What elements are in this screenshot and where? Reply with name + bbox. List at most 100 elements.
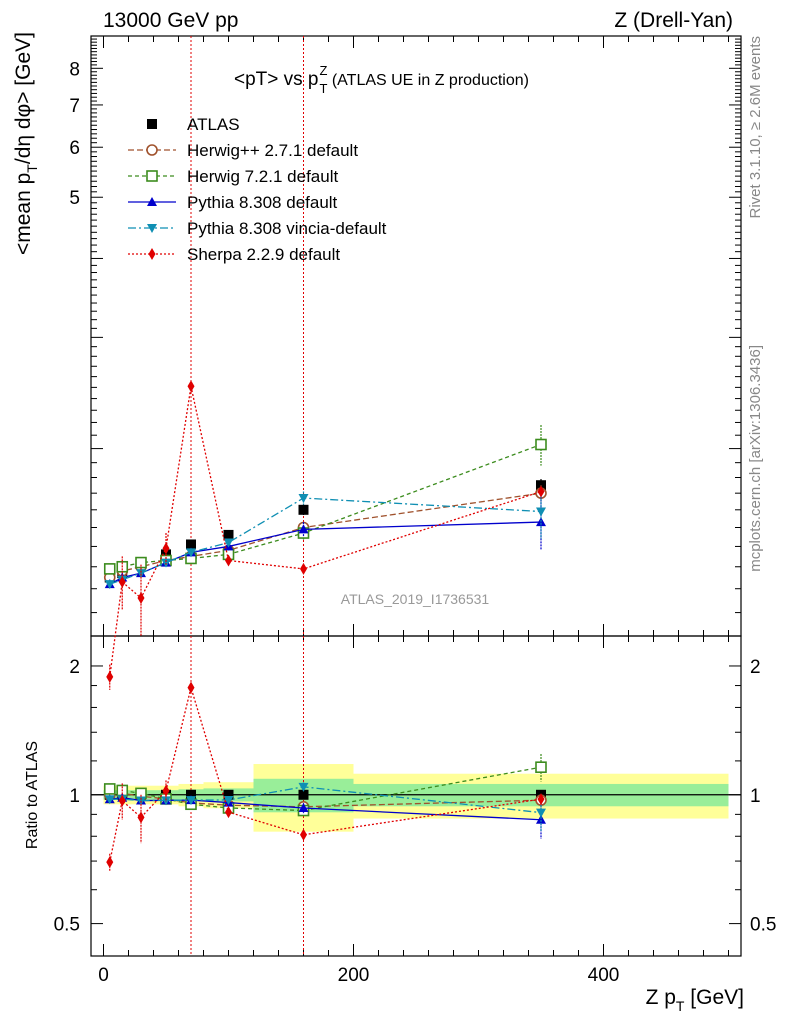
- header-energy: 13000 GeV pp: [103, 9, 238, 32]
- series-line-ratio: [109, 685, 542, 863]
- data-point-main: [223, 529, 234, 540]
- x-tick-label: 0: [98, 965, 109, 986]
- data-point-main: [298, 504, 309, 515]
- data-point-ratio: [137, 811, 145, 824]
- header-process: Z (Drell-Yan): [614, 9, 733, 32]
- legend-marker: [147, 197, 157, 206]
- y-tick-label-main: 7: [69, 96, 80, 117]
- data-point-ratio: [300, 828, 307, 841]
- axis-ticks: 0 200 400 5 6 7 8 0.5 0.5 1 1 2 2: [54, 35, 776, 986]
- series-line-main: [109, 386, 542, 678]
- data-point-main: [103, 563, 116, 575]
- data-point-ratio: [537, 793, 545, 806]
- data-point-ratio: [536, 808, 546, 818]
- legend-marker: [148, 248, 156, 260]
- series-line-main: [109, 521, 542, 585]
- plot-title: <pT> vs pZ T (ATLAS UE in Z production): [234, 63, 529, 96]
- y-tick-label-ratio: 0.5: [54, 915, 80, 936]
- legend-marker: [147, 119, 157, 129]
- ratio-bands: [103, 764, 729, 832]
- data-point-main: [104, 580, 115, 590]
- legend-label: Pythia 8.308 vincia-default: [187, 219, 387, 238]
- legend-label: Herwig 7.2.1 default: [187, 167, 338, 186]
- series-line-main: [109, 443, 542, 570]
- mcplots-label: mcplots.cern.ch [arXiv:1306.3436]: [747, 345, 764, 572]
- data-point-ratio: [161, 796, 171, 806]
- series-line-main: [109, 492, 542, 579]
- legend-label: Pythia 8.308 default: [187, 193, 338, 212]
- y-axis-label-main-a: <mean p: [12, 173, 35, 255]
- series-5: [106, 380, 545, 871]
- data-point-ratio: [298, 782, 309, 792]
- legend-label: ATLAS: [187, 115, 240, 134]
- legend: ATLAS Herwig++ 2.7.1 default Herwig 7.2.1 …: [128, 115, 387, 264]
- series-0: [104, 479, 546, 800]
- plot-title-sup: Z: [320, 63, 328, 78]
- series-4: [104, 486, 546, 832]
- plot-frames: [90, 35, 742, 957]
- data-point-ratio: [118, 794, 126, 807]
- series-line-ratio: [109, 786, 542, 814]
- analysis-tag: ATLAS_2019_I1736531: [341, 591, 490, 607]
- data-point-ratio: [186, 796, 196, 806]
- data-point-ratio: [103, 783, 116, 795]
- data-point-main: [298, 524, 309, 534]
- series-line-main: [109, 497, 542, 585]
- data-series: [103, 380, 547, 871]
- data-point-main: [187, 380, 195, 393]
- data-point-main: [536, 507, 546, 517]
- x-axis-label: Z pT [GeV]: [646, 986, 744, 1014]
- legend-label: Sherpa 2.2.9 default: [187, 245, 340, 264]
- y-axis-label-main-b: T: [24, 164, 40, 173]
- data-point-ratio: [162, 784, 170, 797]
- y-tick-label-ratio-right: 0.5: [750, 915, 776, 936]
- series-1: [103, 485, 547, 813]
- ratio-frame: [90, 635, 742, 957]
- y-axis-label-main: <mean pT/dη dφ> [GeV]: [12, 32, 40, 255]
- data-point-main: [135, 556, 147, 569]
- data-point-main: [137, 592, 145, 605]
- data-point-ratio: [223, 789, 234, 800]
- x-tick-label: 200: [338, 965, 370, 986]
- x-axis-label-a: Z p: [646, 986, 676, 1009]
- data-point-main: [298, 494, 309, 504]
- plot-title-main: <pT> vs p: [234, 69, 319, 90]
- data-point-ratio: [106, 856, 114, 869]
- plot-title-suffix: (ATLAS UE in Z production): [327, 72, 529, 89]
- y-axis-label-ratio: Ratio to ATLAS: [24, 741, 41, 849]
- legend-marker: [147, 224, 157, 233]
- data-point-main: [106, 670, 114, 683]
- data-point-main: [223, 538, 234, 548]
- data-point-ratio: [298, 803, 309, 813]
- data-point-ratio: [187, 681, 195, 694]
- data-point-main: [537, 485, 545, 498]
- data-point-main: [162, 542, 170, 555]
- data-point-ratio: [186, 789, 196, 800]
- y-tick-label-main: 6: [69, 138, 80, 159]
- data-point-ratio: [223, 795, 234, 805]
- data-point-ratio: [104, 795, 115, 805]
- y-axis-label-main-c: /dη dφ> [GeV]: [12, 32, 35, 164]
- rivet-label: Rivet 3.1.10, ≥ 2.6M events: [747, 36, 764, 219]
- data-point-main: [186, 539, 196, 550]
- x-axis-label-b: T: [676, 998, 685, 1014]
- data-point-ratio: [225, 806, 232, 819]
- plot-title-sub: T: [319, 81, 327, 96]
- y-tick-label-main: 5: [69, 188, 80, 209]
- data-point-main: [300, 562, 307, 575]
- y-tick-label-ratio: 1: [69, 786, 80, 807]
- x-axis-label-c: [GeV]: [684, 986, 744, 1009]
- legend-marker: [146, 144, 158, 156]
- data-point-ratio: [535, 761, 547, 774]
- x-tick-label: 400: [588, 965, 620, 986]
- data-point-main: [186, 548, 196, 558]
- data-point-ratio: [298, 789, 309, 800]
- data-point-ratio: [536, 814, 546, 824]
- data-point-main: [118, 575, 126, 588]
- legend-label: Herwig++ 2.7.1 default: [187, 141, 358, 160]
- legend-marker: [146, 170, 158, 182]
- y-tick-label-ratio: 2: [69, 657, 80, 678]
- y-tick-label-ratio-right: 2: [750, 657, 761, 678]
- data-point-main: [535, 438, 547, 451]
